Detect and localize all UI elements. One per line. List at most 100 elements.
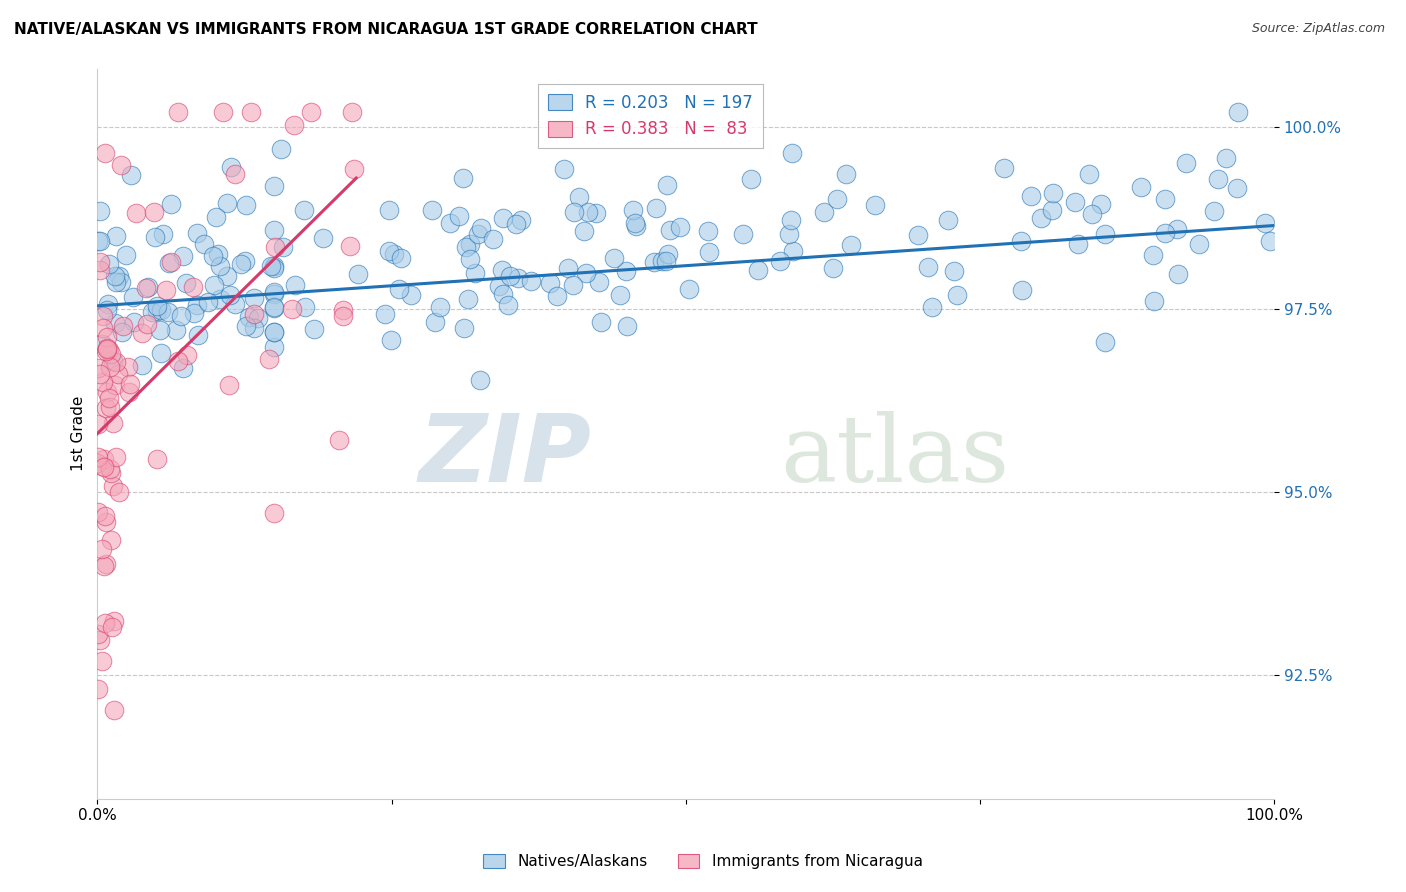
Point	[202, 278, 225, 293]
Point	[101, 479, 124, 493]
Point	[197, 294, 219, 309]
Point	[87, 627, 110, 641]
Point	[103, 703, 125, 717]
Point	[491, 263, 513, 277]
Point	[1226, 105, 1249, 120]
Point	[100, 359, 122, 374]
Point	[946, 288, 969, 302]
Point	[921, 300, 943, 314]
Point	[94, 401, 117, 416]
Point	[263, 340, 285, 354]
Point	[740, 171, 762, 186]
Point	[201, 249, 224, 263]
Point	[231, 256, 253, 270]
Point	[145, 304, 167, 318]
Point	[292, 202, 315, 217]
Point	[823, 260, 845, 275]
Point	[382, 247, 405, 261]
Point	[131, 326, 153, 340]
Point	[142, 204, 165, 219]
Point	[458, 252, 481, 266]
Point	[120, 168, 142, 182]
Point	[429, 301, 451, 315]
Point	[492, 211, 515, 226]
Point	[1130, 179, 1153, 194]
Point	[733, 227, 755, 241]
Point	[538, 276, 561, 290]
Point	[1011, 283, 1033, 297]
Point	[93, 559, 115, 574]
Point	[1040, 202, 1063, 217]
Point	[470, 221, 492, 235]
Point	[98, 343, 121, 358]
Point	[263, 260, 285, 275]
Point	[103, 615, 125, 629]
Point	[609, 288, 631, 302]
Point	[340, 105, 363, 120]
Point	[1081, 207, 1104, 221]
Point	[464, 266, 486, 280]
Point	[1010, 234, 1032, 248]
Point	[101, 416, 124, 430]
Point	[1154, 192, 1177, 206]
Point	[240, 105, 263, 120]
Point	[207, 247, 229, 261]
Point	[332, 309, 354, 323]
Point	[655, 253, 678, 268]
Point	[782, 244, 804, 259]
Point	[546, 289, 568, 303]
Point	[94, 509, 117, 524]
Point	[505, 218, 527, 232]
Point	[562, 205, 585, 219]
Point	[242, 320, 264, 334]
Point	[1206, 172, 1229, 186]
Point	[96, 343, 118, 357]
Point	[389, 251, 412, 265]
Point	[453, 321, 475, 335]
Point	[1067, 237, 1090, 252]
Point	[460, 237, 482, 252]
Point	[263, 259, 285, 273]
Point	[89, 632, 111, 647]
Point	[377, 244, 399, 258]
Point	[100, 533, 122, 547]
Point	[157, 256, 180, 270]
Point	[263, 506, 285, 520]
Point	[1166, 221, 1188, 235]
Legend: Natives/Alaskans, Immigrants from Nicaragua: Natives/Alaskans, Immigrants from Nicara…	[478, 847, 928, 875]
Point	[519, 274, 541, 288]
Point	[101, 620, 124, 634]
Point	[108, 485, 131, 500]
Point	[224, 167, 246, 181]
Point	[423, 315, 446, 329]
Point	[1143, 293, 1166, 308]
Point	[166, 105, 188, 120]
Point	[174, 276, 197, 290]
Point	[176, 348, 198, 362]
Point	[98, 462, 121, 476]
Point	[1090, 197, 1112, 211]
Point	[94, 616, 117, 631]
Point	[131, 358, 153, 372]
Point	[111, 318, 134, 333]
Text: ZIP: ZIP	[419, 409, 592, 501]
Point	[1202, 204, 1225, 219]
Point	[160, 197, 183, 211]
Point	[91, 459, 114, 474]
Point	[224, 297, 246, 311]
Point	[1254, 216, 1277, 230]
Point	[166, 354, 188, 368]
Legend: R = 0.203   N = 197, R = 0.383   N =  83: R = 0.203 N = 197, R = 0.383 N = 83	[538, 84, 762, 148]
Point	[343, 161, 366, 176]
Point	[1226, 181, 1249, 195]
Point	[101, 353, 124, 368]
Point	[506, 271, 529, 285]
Point	[1154, 226, 1177, 240]
Point	[98, 391, 121, 405]
Point	[669, 219, 692, 234]
Point	[1142, 247, 1164, 261]
Point	[263, 287, 285, 301]
Point	[96, 342, 118, 356]
Point	[825, 192, 848, 206]
Point	[209, 292, 232, 306]
